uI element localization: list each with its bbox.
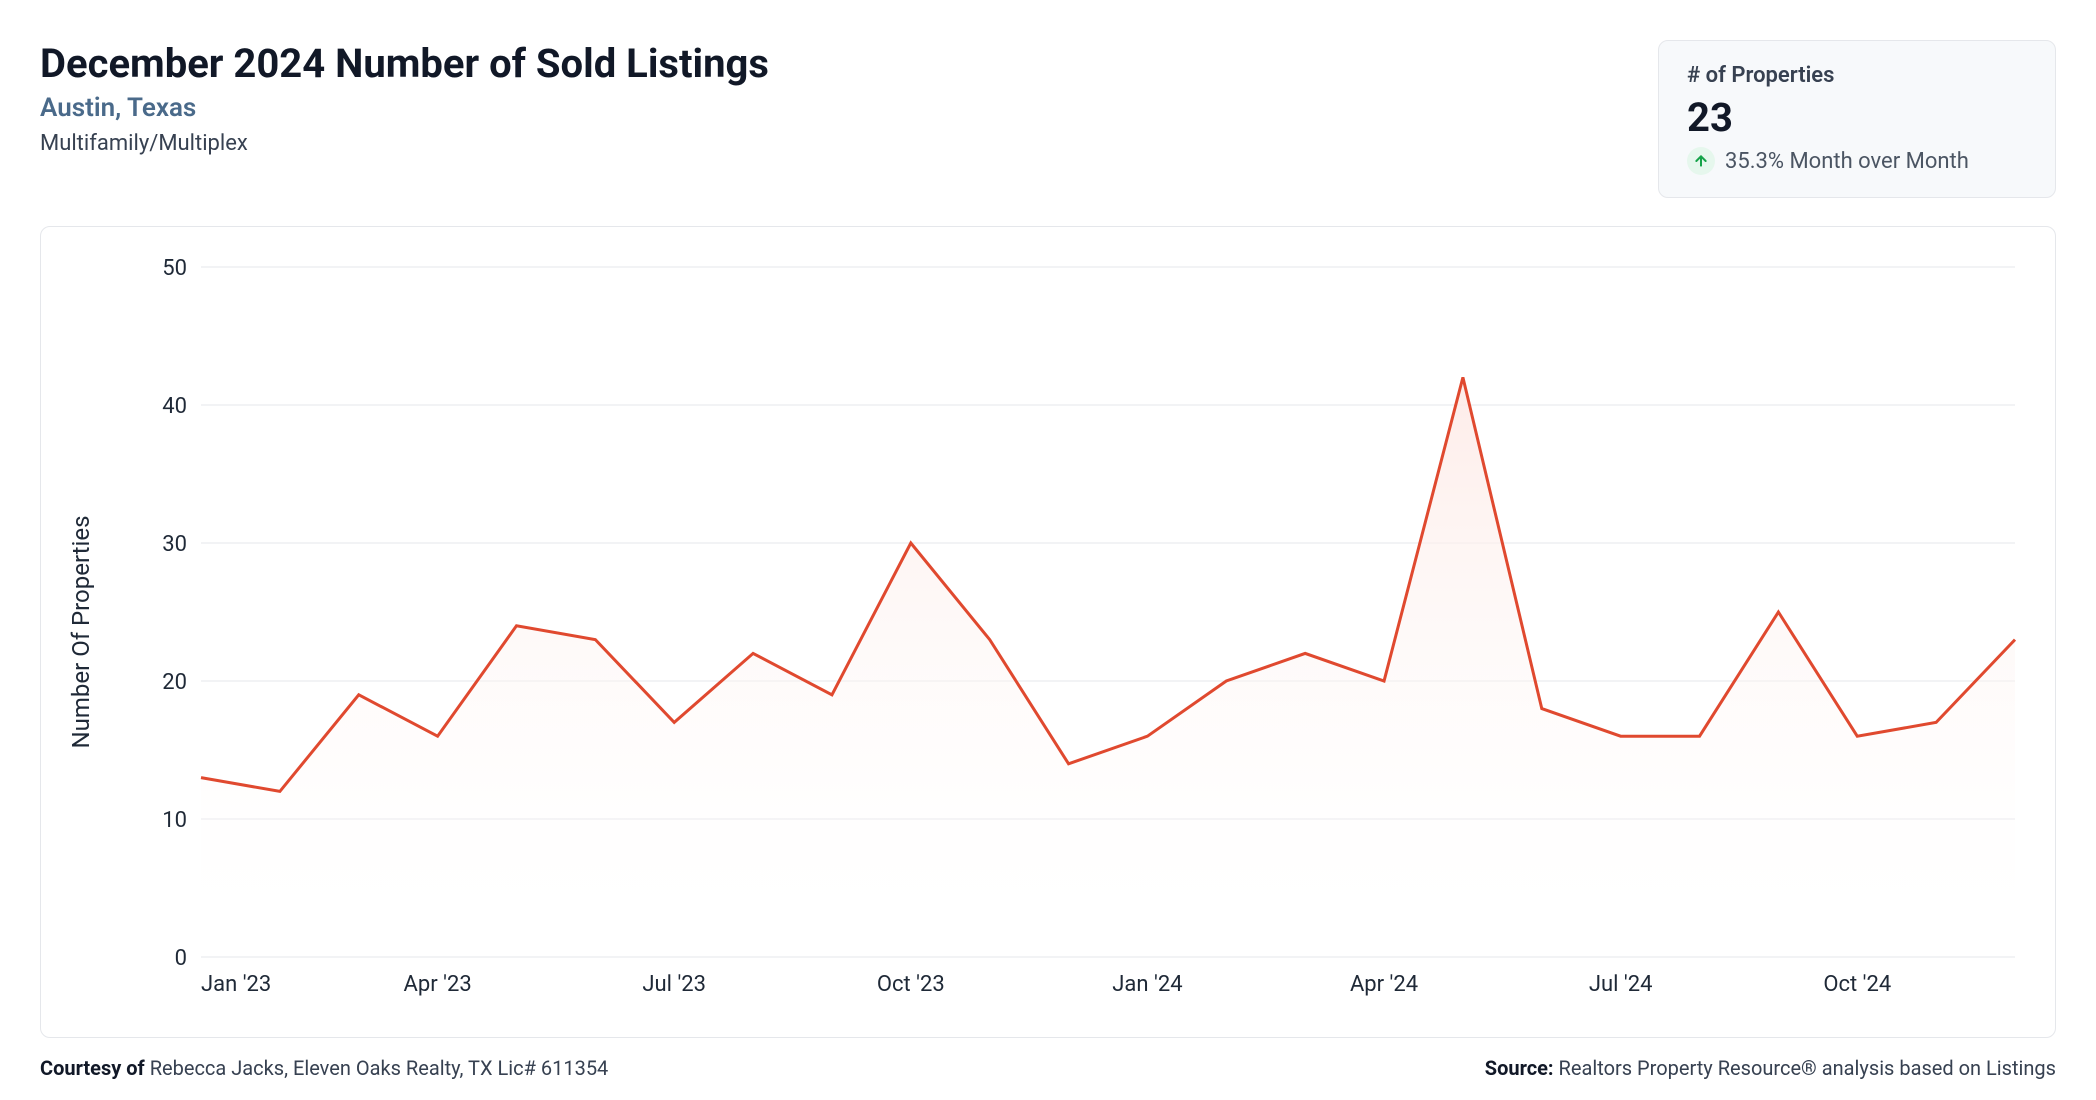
location-subtitle: Austin, Texas: [40, 93, 769, 123]
svg-text:Jul '24: Jul '24: [1589, 972, 1653, 997]
page-title: December 2024 Number of Sold Listings: [40, 40, 769, 87]
chart-card: Number Of Properties 0 10 20 30 40 50 Jan '23 A…: [40, 226, 2056, 1038]
courtesy-label: Courtesy of: [40, 1056, 145, 1080]
svg-text:Apr '23: Apr '23: [404, 972, 472, 997]
svg-text:Apr '24: Apr '24: [1350, 972, 1418, 997]
svg-text:50: 50: [162, 257, 187, 281]
y-axis-label: Number Of Properties: [67, 516, 95, 749]
stat-value: 23: [1687, 94, 2027, 141]
svg-text:Jan '23: Jan '23: [201, 972, 271, 997]
svg-text:Jan '24: Jan '24: [1112, 972, 1182, 997]
sold-listings-chart: 0 10 20 30 40 50 Jan '23 Apr '23 Jul '23 Oct '23 J…: [61, 257, 2035, 1017]
courtesy-line: Courtesy of Rebecca Jacks, Eleven Oaks R…: [40, 1056, 608, 1080]
stat-delta: 35.3% Month over Month: [1687, 147, 2027, 175]
stat-delta-text: 35.3% Month over Month: [1725, 149, 1969, 174]
svg-text:Oct '24: Oct '24: [1823, 972, 1891, 997]
svg-text:0: 0: [175, 946, 187, 971]
source-label: Source:: [1485, 1056, 1554, 1080]
header-row: December 2024 Number of Sold Listings Au…: [40, 40, 2056, 198]
footer-row: Courtesy of Rebecca Jacks, Eleven Oaks R…: [40, 1056, 2056, 1080]
title-block: December 2024 Number of Sold Listings Au…: [40, 40, 769, 156]
svg-text:Jul '23: Jul '23: [642, 972, 706, 997]
source-line: Source: Realtors Property Resource® anal…: [1485, 1056, 2056, 1080]
source-text: Realtors Property Resource® analysis bas…: [1559, 1056, 2056, 1080]
svg-text:10: 10: [162, 808, 187, 833]
category-label: Multifamily/Multiplex: [40, 131, 769, 156]
stat-card: # of Properties 23 35.3% Month over Mont…: [1658, 40, 2056, 198]
stat-label: # of Properties: [1687, 63, 2027, 88]
svg-text:20: 20: [162, 670, 187, 695]
arrow-up-icon: [1687, 147, 1715, 175]
svg-text:Oct '23: Oct '23: [877, 972, 945, 997]
courtesy-text: Rebecca Jacks, Eleven Oaks Realty, TX Li…: [150, 1056, 609, 1080]
svg-text:30: 30: [162, 532, 187, 557]
svg-text:40: 40: [162, 394, 187, 419]
